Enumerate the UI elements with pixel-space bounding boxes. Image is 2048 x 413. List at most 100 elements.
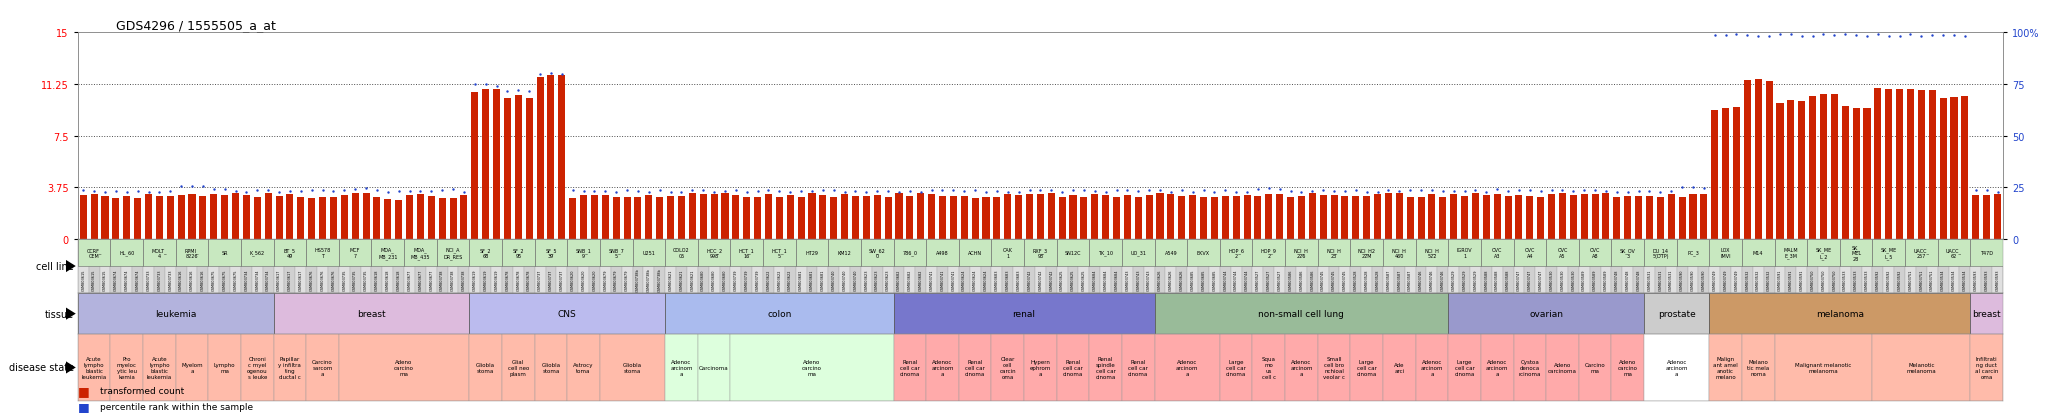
Bar [1591,195,1599,240]
Text: GSM803742: GSM803742 [1028,269,1032,290]
Bar [711,194,717,240]
Bar [1524,240,1536,293]
Point [686,187,719,194]
Point [1155,189,1188,196]
Point [1458,188,1491,194]
Point [338,186,371,192]
Point [590,188,623,195]
Text: ACHN: ACHN [969,250,983,256]
Text: Squa
mo
us
cell c: Squa mo us cell c [1262,356,1276,379]
Bar [1677,240,1710,266]
Bar [1264,240,1274,293]
Text: GSM803532: GSM803532 [1757,269,1759,290]
Text: SK_ME
L_2: SK_ME L_2 [1815,247,1831,259]
Bar [211,194,217,240]
Bar [1448,240,1458,293]
Bar [1763,240,1774,293]
Bar [111,240,121,293]
Point [1763,31,1796,38]
Bar [100,240,111,293]
Text: SW_62
0: SW_62 0 [868,247,885,259]
Bar [1526,196,1534,240]
Bar [557,240,567,293]
Bar [535,335,567,401]
Bar [88,240,100,293]
Text: M14: M14 [1753,250,1763,256]
Bar [645,195,653,240]
Bar [958,240,991,266]
Point [1284,189,1317,195]
Text: MDA_
MB_435: MDA_ MB_435 [412,247,430,259]
Text: GSM803625: GSM803625 [1071,269,1075,290]
Bar [958,335,991,401]
Text: GSM803624: GSM803624 [983,269,987,290]
Bar [709,240,719,293]
Text: PC_3: PC_3 [1688,250,1700,256]
Text: GSM803619: GSM803619 [494,269,498,290]
Text: COLO2
05: COLO2 05 [674,247,690,259]
Bar [784,240,797,293]
Bar [166,196,174,240]
Bar [350,240,360,293]
Point [1839,32,1872,39]
Bar [1133,240,1143,293]
Text: GSM803744: GSM803744 [1235,269,1239,290]
Text: GSM803679: GSM803679 [604,269,608,290]
Bar [219,240,229,293]
Text: GSM803617: GSM803617 [299,269,303,290]
Bar [1057,240,1090,266]
Text: GSM803745: GSM803745 [1331,269,1335,290]
Bar [1415,240,1448,266]
Bar [1905,240,1917,293]
Text: GSM803529: GSM803529 [1452,269,1456,290]
Bar [1241,240,1253,293]
Text: Acute
lympho
blastic
leukemia: Acute lympho blastic leukemia [147,356,172,379]
Bar [526,98,532,240]
Bar [1329,240,1339,293]
Point [1884,34,1917,40]
Text: GSM803737: GSM803737 [549,269,553,290]
Text: GSM803739: GSM803739 [756,269,760,290]
Text: GSM803530: GSM803530 [1571,269,1575,290]
Bar [121,240,133,293]
Bar [840,240,850,293]
Bar [449,240,459,293]
Bar [471,93,479,240]
Text: GSM803590: GSM803590 [1702,269,1706,290]
Bar [338,335,469,401]
Bar [653,240,666,293]
Point [1296,188,1329,195]
Point [827,189,860,195]
Bar [1862,240,1872,293]
Text: GSM803527: GSM803527 [1278,269,1282,290]
Bar [1233,196,1239,240]
Point [436,187,469,193]
Point [1677,185,1710,191]
Bar [1806,240,1819,293]
Bar [1090,240,1100,293]
Text: CCRF_
CEM: CCRF_ CEM [86,247,102,259]
Point [1317,188,1350,195]
Point [274,188,307,195]
Bar [623,240,633,293]
Text: Gliobla
stoma: Gliobla stoma [623,362,643,373]
Bar [1198,240,1208,293]
Bar [123,197,131,240]
Text: Adeno
carcino
ma: Adeno carcino ma [393,359,414,376]
Text: RXF_3
93: RXF_3 93 [1032,247,1049,259]
Bar [700,195,707,240]
Bar [1057,335,1090,401]
Bar [764,240,797,266]
Bar [928,195,936,240]
Bar [1092,194,1098,240]
Point [1382,188,1415,195]
Point [1481,187,1513,193]
Text: cell line: cell line [37,261,74,271]
Point [328,188,360,194]
Text: GSM803617: GSM803617 [289,269,293,290]
Bar [242,335,274,401]
Text: Pro
myeloc
ytic leu
kemia: Pro myeloc ytic leu kemia [117,356,137,379]
Text: NCI_A
DR_RES: NCI_A DR_RES [444,247,463,259]
Text: SF_2
68: SF_2 68 [479,247,492,259]
Bar [666,335,698,401]
